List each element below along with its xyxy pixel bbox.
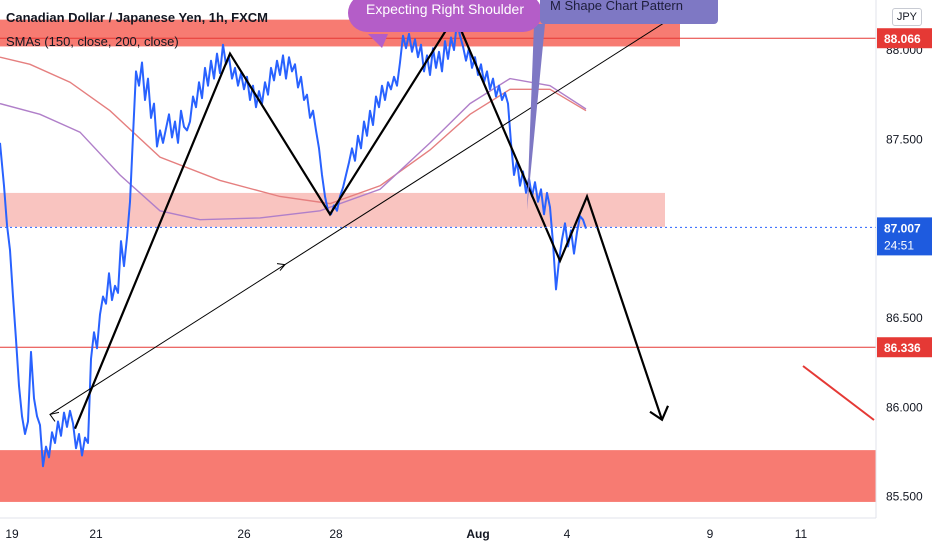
red-trend-segment [802, 365, 875, 421]
zone-2 [0, 450, 876, 502]
x-tick-label: 21 [89, 527, 103, 541]
sma-200-line [0, 56, 587, 205]
level-price-label: 88.066 [884, 32, 921, 46]
x-tick-label: Aug [466, 527, 489, 541]
pattern-arrowhead [649, 405, 670, 422]
y-tick-label: 87.500 [886, 132, 923, 146]
x-tick-label: 19 [5, 527, 19, 541]
indicator-legend: SMAs (150, close, 200, close) [6, 34, 179, 49]
chart-title: Canadian Dollar / Japanese Yen, 1h, FXCM [6, 10, 269, 25]
x-tick-label: 26 [237, 527, 251, 541]
price-line [0, 20, 587, 468]
current-price-tag [877, 217, 932, 256]
expecting-right-shoulder-callout: Expecting Right Shoulder [348, 0, 542, 32]
trendline [49, 0, 701, 415]
bar-countdown-label: 24:51 [884, 238, 914, 252]
x-tick-label: 28 [329, 527, 343, 541]
level-price-label: 86.336 [884, 341, 921, 355]
x-tick-label: 11 [795, 527, 808, 541]
sma-150-line [0, 77, 587, 221]
level-price-tag [877, 28, 932, 49]
currency-badge[interactable]: JPY [891, 8, 922, 26]
zones [0, 19, 876, 502]
x-tick-label: 4 [564, 527, 571, 541]
y-tick-label: 85.500 [886, 490, 923, 504]
current-price-label: 87.007 [884, 221, 921, 235]
time-axis: 19 21 26 28 Aug 4 9 11 [5, 527, 807, 541]
time-axis-background [0, 518, 932, 550]
x-tick-label: 9 [707, 527, 714, 541]
callout-pointer [368, 34, 388, 48]
price-labels: 88.066 86.336 87.007 24:51 [877, 28, 932, 358]
levels [0, 37, 876, 348]
y-tick-label: 86.000 [886, 400, 923, 414]
trendline-arrow [49, 263, 286, 422]
level-price-tag [877, 337, 932, 358]
zone-0 [0, 19, 680, 47]
m-shape-note: M Shape Chart Pattern [540, 0, 718, 24]
price-axis-background [876, 0, 932, 550]
y-tick-label: 86.500 [886, 311, 923, 325]
note-pointer [527, 24, 545, 210]
